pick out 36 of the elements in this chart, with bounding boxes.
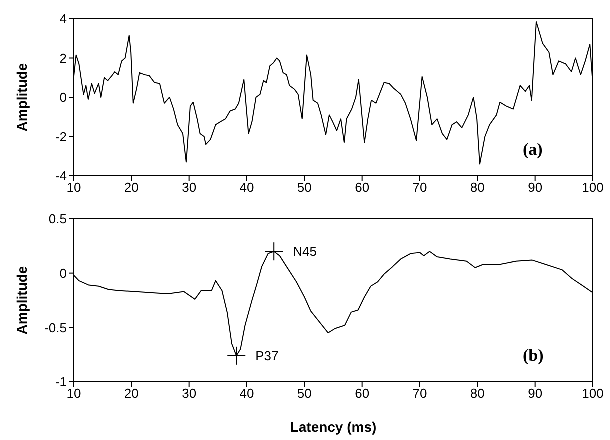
x-tick-label: 100 [582,386,604,402]
x-tick-label: 70 [412,180,428,196]
x-tick-label: 80 [470,386,485,402]
x-tick-label: 80 [470,180,485,196]
x-tick-label: 90 [528,180,543,196]
y-tick-label: 0 [60,90,67,106]
x-tick-label: 100 [582,180,604,196]
annotation: (a) [523,140,544,159]
y-tick-label: -1 [55,374,67,390]
y-tick-label: 4 [60,12,67,27]
x-tick-label: 20 [124,386,139,402]
x-tick-label: 30 [182,180,197,196]
x-tick-label: 30 [182,386,197,402]
annotation: (b) [523,346,545,365]
y-tick-label: -2 [55,129,67,144]
annotation: N45 [293,244,317,260]
y-axis-title: Amplitude [14,63,30,132]
x-tick-label: 50 [297,386,312,402]
x-tick-label: 70 [412,386,428,402]
y-axis-title: Amplitude [14,266,30,335]
y-tick-label: -0.5 [44,320,67,336]
annotation: P37 [256,348,279,364]
x-tick-label: 20 [124,180,139,196]
x-tick-label: 40 [240,386,254,402]
x-tick-label: 10 [66,386,82,402]
y-tick-label: 0 [60,266,67,281]
y-tick-label: 0.5 [48,212,67,227]
x-axis-title: Latency (ms) [290,419,377,435]
x-tick-label: 40 [240,180,254,196]
y-tick-label: 2 [60,50,67,66]
x-tick-label: 50 [297,180,312,196]
x-tick-label: 90 [528,386,543,402]
y-tick-label: -4 [55,168,67,184]
x-tick-label: 60 [355,386,370,402]
x-tick-label: 10 [66,180,82,196]
x-tick-label: 60 [355,180,370,196]
